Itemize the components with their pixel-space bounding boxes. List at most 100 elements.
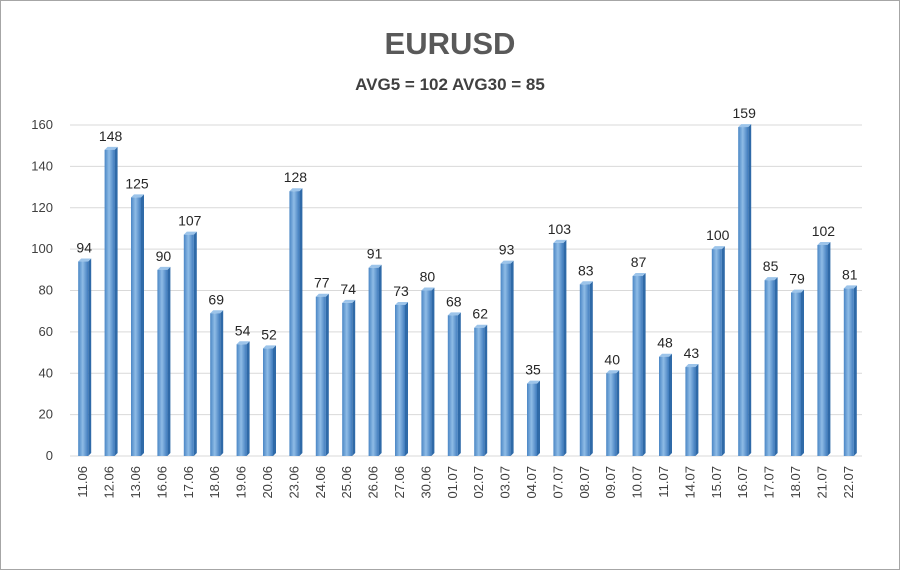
x-tick-label: 02.07 bbox=[471, 466, 486, 499]
data-label: 93 bbox=[499, 242, 515, 258]
x-tick-label: 14.07 bbox=[682, 466, 697, 499]
x-tick-label: 15.07 bbox=[709, 466, 724, 499]
x-tick-label: 25.06 bbox=[339, 466, 354, 499]
y-tick-label: 160 bbox=[31, 117, 53, 132]
x-tick-label: 26.06 bbox=[366, 466, 381, 499]
data-label: 128 bbox=[284, 169, 308, 185]
bar-01.07 bbox=[447, 312, 461, 456]
bar-30.06 bbox=[421, 287, 435, 456]
x-tick-label: 03.07 bbox=[498, 466, 513, 499]
bar-14.07 bbox=[685, 364, 699, 456]
data-label: 148 bbox=[99, 128, 123, 144]
data-label: 69 bbox=[208, 291, 224, 307]
x-tick-label: 22.07 bbox=[841, 466, 856, 499]
data-label: 48 bbox=[657, 335, 673, 351]
data-label: 62 bbox=[472, 306, 488, 322]
data-label: 74 bbox=[340, 281, 356, 297]
bar-13.06 bbox=[131, 194, 144, 456]
data-label: 85 bbox=[763, 258, 779, 274]
data-label: 68 bbox=[446, 293, 462, 309]
data-label: 43 bbox=[684, 345, 700, 361]
bar-08.07 bbox=[579, 281, 593, 456]
bar-18.06 bbox=[210, 310, 224, 456]
y-tick-label: 140 bbox=[31, 158, 53, 173]
y-tick-label: 80 bbox=[39, 283, 53, 298]
bars bbox=[78, 124, 857, 456]
bar-02.07 bbox=[474, 324, 488, 456]
data-label: 94 bbox=[76, 240, 92, 256]
data-label: 159 bbox=[733, 105, 757, 121]
x-tick-label: 13.06 bbox=[128, 466, 143, 499]
bar-10.07 bbox=[632, 273, 646, 456]
x-tick-label: 18.06 bbox=[207, 466, 222, 499]
y-tick-label: 120 bbox=[31, 200, 53, 215]
bar-22.07 bbox=[843, 285, 857, 456]
x-axis-ticks: 11.06 12.06 13.06 16.06 17.06 18.06 19.06 20.06… bbox=[75, 466, 856, 499]
data-label: 35 bbox=[525, 362, 541, 378]
data-label: 102 bbox=[812, 223, 836, 239]
bar-09.07 bbox=[606, 370, 620, 456]
x-tick-label: 23.06 bbox=[286, 466, 301, 499]
x-tick-label: 16.07 bbox=[735, 466, 750, 499]
x-tick-label: 09.07 bbox=[603, 466, 618, 499]
bar-11.07 bbox=[659, 353, 672, 456]
data-label: 100 bbox=[706, 227, 730, 243]
bar-20.06 bbox=[263, 345, 276, 456]
bar-27.06 bbox=[395, 301, 408, 456]
data-label: 77 bbox=[314, 275, 330, 291]
y-tick-label: 40 bbox=[39, 365, 53, 380]
bar-11.06 bbox=[78, 258, 92, 456]
x-tick-label: 11.07 bbox=[656, 466, 671, 498]
x-tick-label: 24.06 bbox=[313, 466, 328, 499]
bar-23.06 bbox=[289, 188, 303, 456]
x-tick-label: 17.06 bbox=[181, 466, 196, 499]
bar-21.07 bbox=[817, 241, 831, 456]
data-label: 91 bbox=[367, 246, 383, 262]
x-tick-label: 30.06 bbox=[418, 466, 433, 499]
bar-19.06 bbox=[236, 341, 250, 456]
bar-26.06 bbox=[368, 264, 382, 456]
bar-24.06 bbox=[315, 293, 329, 456]
data-label: 79 bbox=[789, 271, 805, 287]
data-label: 87 bbox=[631, 254, 647, 270]
data-label: 54 bbox=[235, 322, 251, 338]
data-label: 90 bbox=[156, 248, 172, 264]
x-tick-label: 12.06 bbox=[102, 466, 117, 499]
x-tick-label: 10.07 bbox=[630, 466, 645, 499]
x-tick-label: 08.07 bbox=[577, 466, 592, 499]
bar-16.07 bbox=[738, 124, 752, 456]
x-tick-label: 04.07 bbox=[524, 466, 539, 499]
data-label: 52 bbox=[261, 326, 277, 342]
x-tick-label: 19.06 bbox=[234, 466, 249, 499]
data-label: 125 bbox=[125, 175, 149, 191]
x-tick-label: 17.07 bbox=[762, 466, 777, 499]
y-tick-label: 100 bbox=[31, 241, 53, 256]
data-label: 80 bbox=[420, 269, 436, 285]
y-tick-label: 20 bbox=[39, 407, 53, 422]
x-tick-label: 16.06 bbox=[154, 466, 169, 499]
x-tick-label: 18.07 bbox=[788, 466, 803, 499]
data-label: 40 bbox=[604, 351, 620, 367]
bar-15.07 bbox=[711, 246, 725, 456]
bar-18.07 bbox=[791, 289, 804, 456]
x-tick-label: 27.06 bbox=[392, 466, 407, 499]
data-labels: 94 148 125 90 107 69 54 52 128 77 74 91 73 80 68 62 93 35… bbox=[76, 105, 857, 378]
x-tick-label: 07.07 bbox=[550, 466, 565, 499]
bar-17.07 bbox=[764, 277, 778, 456]
data-label: 73 bbox=[393, 283, 409, 299]
gridlines bbox=[70, 124, 862, 457]
bar-16.06 bbox=[157, 266, 171, 456]
chart-subtitle: AVG5 = 102 AVG30 = 85 bbox=[355, 75, 545, 94]
y-tick-label: 0 bbox=[46, 448, 53, 463]
y-tick-label: 60 bbox=[39, 324, 53, 339]
bar-03.07 bbox=[500, 260, 514, 456]
data-label: 81 bbox=[842, 266, 858, 282]
data-label: 103 bbox=[548, 221, 572, 237]
x-tick-label: 20.06 bbox=[260, 466, 275, 499]
y-axis-ticks: 0 20 40 60 80 100 120 140 160 bbox=[31, 117, 53, 463]
data-label: 83 bbox=[578, 262, 594, 278]
bar-07.07 bbox=[553, 239, 567, 456]
x-tick-label: 11.06 bbox=[75, 466, 90, 498]
x-tick-label: 01.07 bbox=[445, 466, 460, 499]
